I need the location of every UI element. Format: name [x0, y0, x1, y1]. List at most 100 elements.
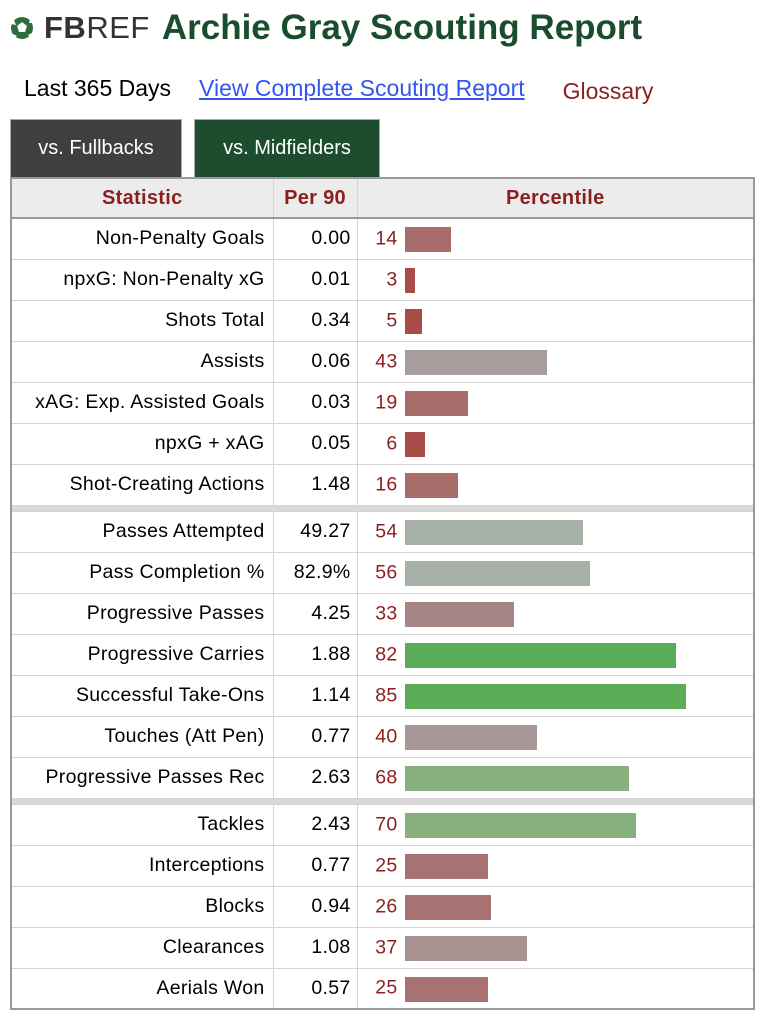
table-row: Shots Total 0.34 5 [10, 299, 755, 342]
percentile-value: 14 [375, 227, 398, 250]
percentile-value: 56 [375, 561, 398, 583]
percentile-value: 6 [386, 432, 398, 454]
stat-name: Successful Take-Ons [10, 674, 274, 717]
per90-value: 82.9% [272, 551, 358, 594]
per90-value: 1.48 [272, 463, 358, 506]
report-links: Last 365 Days View Complete Scouting Rep… [24, 68, 653, 108]
glossary-link[interactable]: Glossary [562, 77, 654, 104]
per90-value: 4.25 [272, 592, 358, 635]
percentile-value: 16 [375, 473, 398, 495]
percentile-cell: 68 [356, 756, 755, 799]
stat-name: Interceptions [10, 844, 274, 887]
stat-name: Tackles [10, 803, 274, 846]
table-row: Progressive Carries 1.88 82 [10, 633, 755, 676]
stat-name: Blocks [10, 885, 274, 928]
percentile-bar [404, 642, 676, 668]
percentile-value: 40 [375, 725, 398, 747]
tab-vs-midfielders[interactable]: vs. Midfielders [194, 119, 380, 177]
stat-name: xAG: Exp. Assisted Goals [10, 381, 274, 424]
fbref-logo[interactable]: FB REF [8, 10, 150, 46]
table-body: Non-Penalty Goals 0.00 14 npxG: Non-Penalty… [10, 217, 755, 1010]
stat-name: npxG + xAG [10, 422, 274, 465]
percentile-value: 19 [375, 391, 398, 413]
comparison-tabs: vs. Fullbacks vs. Midfielders [10, 119, 392, 177]
per90-value: 2.63 [272, 756, 358, 799]
per90-value: 0.05 [272, 422, 358, 465]
percentile-value: 3 [386, 268, 398, 290]
percentile-cell: 19 [356, 381, 755, 424]
percentile-cell: 40 [356, 715, 755, 758]
tab-vs-fullbacks[interactable]: vs. Fullbacks [10, 119, 182, 177]
percentile-bar [404, 853, 488, 879]
per90-value: 0.34 [272, 299, 358, 342]
page-title: Archie Gray Scouting Report [161, 8, 643, 47]
percentile-cell: 56 [356, 551, 755, 594]
stat-name: Progressive Passes Rec [10, 756, 274, 799]
percentile-cell: 82 [356, 633, 755, 676]
per90-value: 0.77 [272, 844, 358, 887]
percentile-bar [404, 349, 547, 375]
soccer-ball-icon [11, 17, 34, 39]
percentile-cell: 54 [356, 510, 755, 553]
percentile-cell: 43 [356, 340, 755, 383]
scouting-table: Statistic Per 90 Percentile Non-Penalty … [10, 177, 755, 1010]
table-row: Successful Take-Ons 1.14 85 [10, 674, 755, 717]
column-header-statistic[interactable]: Statistic [10, 177, 274, 219]
stat-name: npxG: Non-Penalty xG [10, 258, 274, 301]
per90-value: 0.57 [272, 967, 358, 1010]
percentile-value: 85 [375, 684, 398, 706]
stat-name: Aerials Won [10, 967, 274, 1010]
percentile-value: 82 [375, 643, 398, 665]
full-report-link[interactable]: View Complete Scouting Report [199, 74, 525, 101]
table-row: Touches (Att Pen) 0.77 40 [10, 715, 755, 758]
percentile-bar [404, 390, 468, 416]
page-header: FB REF Archie Gray Scouting Report [8, 6, 642, 50]
table-row: Pass Completion % 82.9% 56 [10, 551, 755, 594]
column-header-percentile[interactable]: Percentile [356, 177, 755, 219]
table-row: Passes Attempted 49.27 54 [10, 510, 755, 553]
percentile-value: 70 [375, 813, 398, 835]
table-row: Clearances 1.08 37 [10, 926, 755, 969]
stat-name: Clearances [10, 926, 274, 969]
percentile-cell: 26 [356, 885, 755, 928]
percentile-bar [404, 308, 422, 334]
per90-value: 0.77 [272, 715, 358, 758]
percentile-bar [404, 894, 491, 920]
per90-value: 49.27 [272, 510, 358, 553]
percentile-value: 5 [386, 309, 398, 331]
table-row: Shot-Creating Actions 1.48 16 [10, 463, 755, 506]
per90-value: 0.06 [272, 340, 358, 383]
percentile-value: 37 [375, 936, 398, 958]
percentile-cell: 85 [356, 674, 755, 717]
percentile-bar [404, 935, 527, 961]
per90-value: 1.08 [272, 926, 358, 969]
table-row: Interceptions 0.77 25 [10, 844, 755, 887]
percentile-bar [404, 519, 583, 545]
logo-fb-text: FB [44, 10, 87, 45]
column-header-per90[interactable]: Per 90 [272, 177, 358, 219]
table-row: Progressive Passes 4.25 33 [10, 592, 755, 635]
percentile-cell: 37 [356, 926, 755, 969]
table-row: Aerials Won 0.57 25 [10, 967, 755, 1010]
per90-value: 1.14 [272, 674, 358, 717]
table-row: Tackles 2.43 70 [10, 803, 755, 846]
table-row: xAG: Exp. Assisted Goals 0.03 19 [10, 381, 755, 424]
stat-name: Progressive Carries [10, 633, 274, 676]
percentile-cell: 14 [356, 217, 755, 260]
table-row: Non-Penalty Goals 0.00 14 [10, 217, 755, 260]
percentile-cell: 3 [356, 258, 755, 301]
percentile-value: 68 [375, 766, 398, 788]
percentile-cell: 25 [356, 844, 755, 887]
percentile-cell: 16 [356, 463, 755, 506]
percentile-value: 25 [375, 854, 398, 876]
per90-value: 0.01 [272, 258, 358, 301]
stat-name: Touches (Att Pen) [10, 715, 274, 758]
stat-name: Non-Penalty Goals [10, 217, 274, 260]
stat-name: Progressive Passes [10, 592, 274, 635]
percentile-bar [404, 683, 686, 709]
per90-value: 0.94 [272, 885, 358, 928]
percentile-cell: 25 [356, 967, 755, 1010]
stat-name: Pass Completion % [10, 551, 274, 594]
percentile-bar [404, 812, 636, 838]
percentile-value: 54 [375, 520, 398, 542]
